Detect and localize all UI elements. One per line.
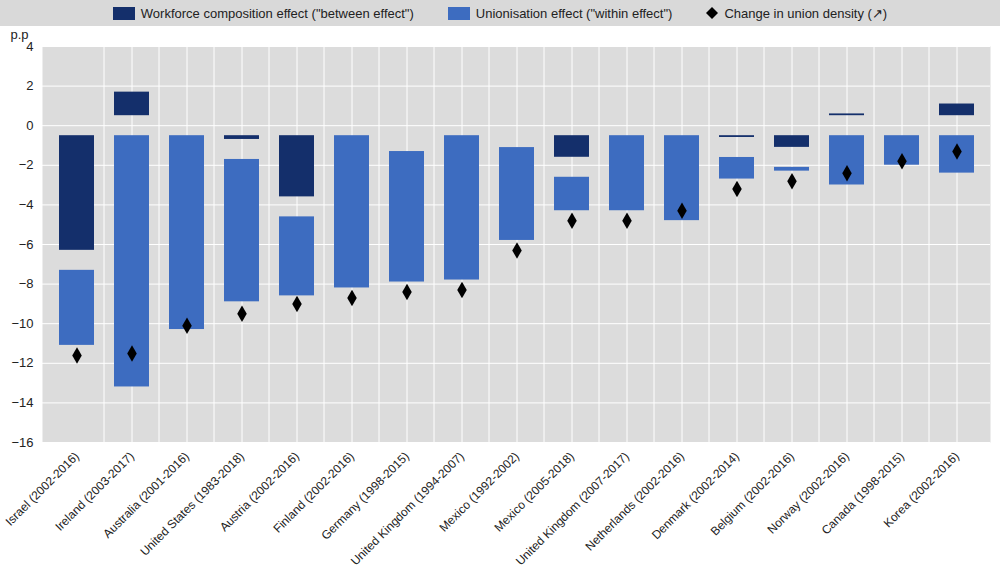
svg-text:−10: −10	[11, 316, 33, 331]
svg-text:Mexico (2005-2018): Mexico (2005-2018)	[491, 449, 577, 535]
svg-text:−6: −6	[19, 237, 34, 252]
svg-text:Austria (2002-2016): Austria (2002-2016)	[216, 449, 302, 535]
svg-text:p.p: p.p	[11, 27, 29, 42]
svg-text:−16: −16	[11, 435, 33, 450]
html-text:Unionisation effect ("within e: Unionisation effect ("within effect")	[475, 5, 673, 21]
svg-text:United Kingdom (1994-2007): United Kingdom (1994-2007)	[348, 449, 467, 568]
svg-text:4: 4	[26, 38, 34, 54]
html-text:Workforce composition effect (: Workforce composition effect ("between e…	[140, 5, 414, 21]
html-text:Change in union density (↗): Change in union density (↗)	[724, 5, 888, 21]
svg-text:Israel (2002-2016): Israel (2002-2016)	[2, 449, 82, 529]
svg-text:Germany (1998-2015): Germany (1998-2015)	[318, 449, 411, 542]
svg-text:−12: −12	[11, 355, 33, 370]
svg-text:−4: −4	[19, 197, 34, 212]
svg-text:Korea (2002-2016): Korea (2002-2016)	[881, 449, 962, 530]
svg-text:United Kingdom (2007-2017): United Kingdom (2007-2017)	[513, 449, 632, 568]
svg-text:Netherlands (2002-2016): Netherlands (2002-2016)	[583, 449, 687, 553]
svg-text:Belgium (2002-2016): Belgium (2002-2016)	[707, 449, 797, 539]
svg-text:Ireland (2003-2017): Ireland (2003-2017)	[52, 449, 137, 534]
svg-text:Mexico (1992-2002): Mexico (1992-2002)	[436, 449, 522, 535]
svg-text:0: 0	[26, 118, 33, 133]
svg-text:Canada (1998-2015): Canada (1998-2015)	[818, 449, 907, 538]
svg-text:−2: −2	[19, 157, 34, 172]
svg-text:−14: −14	[11, 395, 33, 410]
svg-text:−8: −8	[19, 276, 34, 291]
svg-text:United States (1983-2018): United States (1983-2018)	[137, 449, 246, 558]
svg-text:Norway (2002-2016): Norway (2002-2016)	[764, 449, 852, 537]
svg-text:Denmark (2002-2014): Denmark (2002-2014)	[649, 449, 742, 542]
svg-text:Finland (2002-2016): Finland (2002-2016)	[270, 449, 357, 536]
svg-text:2: 2	[26, 78, 33, 93]
svg-text:Australia (2001-2016): Australia (2001-2016)	[100, 449, 192, 541]
